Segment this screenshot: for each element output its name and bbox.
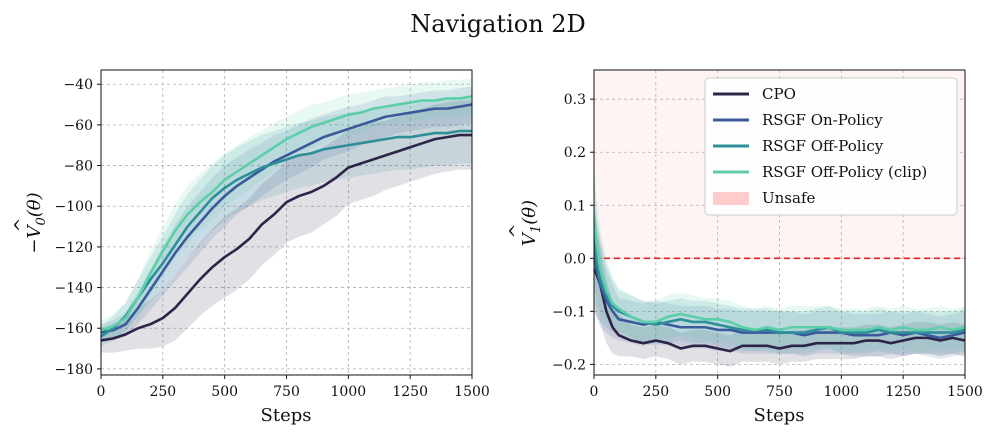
l-xtick-label-0: 0 — [97, 384, 106, 400]
legend-label-rsgf-off-policy-clip: RSGF Off-Policy (clip) — [762, 163, 927, 181]
legend-entries: CPO RSGF On-Policy RSGF Off-Policy RSGF Off… — [713, 85, 927, 207]
l-ytick-label-7: −40 — [63, 77, 93, 93]
l-band-rsgf-on-policy — [101, 86, 472, 341]
r-xtick-label-5: 1250 — [885, 384, 921, 400]
l-band-cpo — [101, 100, 472, 353]
l-xtick-label-2: 500 — [211, 384, 238, 400]
legend-swatch-unsafe — [713, 192, 749, 205]
l-line-rsgf-off-policy-clip — [101, 95, 472, 332]
r-ytick-label-0: −0.2 — [552, 357, 586, 373]
legend-label-rsgf-off-policy: RSGF Off-Policy — [762, 137, 884, 155]
r-band-rsgf-off-policy-clip — [594, 162, 965, 352]
svg-text:−V0(θ): −V0(θ) — [24, 192, 49, 253]
r-ytick-label-2: 0.0 — [564, 251, 586, 267]
l-ytick-label-5: −80 — [63, 159, 93, 175]
left-x-axis-label: Steps — [261, 405, 312, 426]
r-xtick-label-6: 1500 — [947, 384, 983, 400]
r-line-rsgf-off-policy-clip — [594, 215, 965, 332]
l-band-rsgf-off-policy-clip — [101, 78, 472, 341]
r-band-rsgf-on-policy — [594, 194, 965, 360]
r-band-rsgf-off-policy — [594, 173, 965, 354]
r-ytick-label-4: 0.2 — [564, 145, 586, 161]
l-ytick-label-3: −120 — [55, 240, 93, 256]
l-xtick-label-4: 1000 — [331, 384, 367, 400]
right-y-axis-label: V1(θ) ^ — [506, 200, 544, 246]
r-xtick-label-2: 500 — [704, 384, 731, 400]
figure-title: Navigation 2D — [410, 10, 586, 38]
r-xtick-label-4: 1000 — [824, 384, 860, 400]
right-chart: 0 250 500 750 1000 1250 1500 −0.2 −0.1 0.0 0.1 0.2… — [506, 69, 983, 426]
left-ylabel-sub: 0 — [34, 217, 49, 225]
right-y-ticks: −0.2 −0.1 0.0 0.1 0.2 0.3 — [552, 92, 594, 373]
r-line-cpo — [594, 268, 965, 353]
legend-label-unsafe: Unsafe — [762, 189, 815, 207]
r-ytick-label-1: −0.1 — [552, 304, 586, 320]
l-band-rsgf-off-policy — [101, 98, 472, 347]
left-grid — [100, 70, 473, 375]
r-xtick-label-3: 750 — [766, 384, 793, 400]
right-ylabel-hat: ^ — [506, 223, 527, 238]
r-xtick-label-0: 0 — [590, 384, 599, 400]
left-ylabel-arg: (θ) — [24, 192, 45, 217]
l-ytick-label-4: −100 — [55, 199, 93, 215]
right-x-axis-label: Steps — [754, 405, 805, 426]
left-chart: 0 250 500 750 1000 1250 1500 −180−160−140−120−… — [11, 69, 490, 426]
l-ytick-label-2: −140 — [55, 281, 93, 297]
l-line-cpo — [101, 133, 472, 342]
l-xtick-label-5: 1250 — [392, 384, 428, 400]
l-xtick-label-6: 1500 — [454, 384, 490, 400]
left-y-axis-label: −V0(θ) ^ — [11, 192, 49, 253]
right-ylabel-main: V — [519, 231, 540, 246]
l-line-rsgf-off-policy — [101, 129, 472, 338]
l-xtick-label-1: 250 — [149, 384, 176, 400]
l-ytick-label-0: −180 — [55, 362, 93, 378]
legend: CPO RSGF On-Policy RSGF Off-Policy RSGF Off… — [704, 77, 958, 216]
l-xtick-label-3: 750 — [273, 384, 300, 400]
r-line-rsgf-on-policy — [594, 247, 965, 340]
r-ytick-label-5: 0.3 — [564, 92, 586, 108]
r-ytick-label-3: 0.1 — [564, 198, 586, 214]
l-ytick-label-1: −160 — [55, 321, 93, 337]
l-line-rsgf-on-policy — [101, 103, 472, 334]
left-bands — [101, 78, 472, 353]
left-y-ticks: −180 −160 −140 −120 −100 −80 −60 −40 — [55, 77, 101, 378]
left-ylabel-main: −V — [24, 224, 45, 254]
svg-text:V1(θ): V1(θ) — [519, 200, 544, 246]
left-ylabel-hat: ^ — [11, 217, 32, 232]
r-xtick-label-1: 250 — [642, 384, 669, 400]
right-ylabel-arg: (θ) — [519, 200, 540, 225]
right-x-ticks: 0 250 500 750 1000 1250 1500 — [590, 375, 983, 400]
legend-label-cpo: CPO — [762, 85, 796, 103]
left-x-ticks: 0 250 500 750 1000 1250 1500 — [97, 375, 490, 400]
legend-box — [704, 77, 958, 216]
right-lines — [594, 215, 965, 353]
right-ylabel-sub: 1 — [529, 225, 544, 233]
l-ytick-label-6: −60 — [63, 118, 93, 134]
legend-label-rsgf-on-policy: RSGF On-Policy — [762, 111, 883, 129]
left-lines — [101, 95, 472, 342]
